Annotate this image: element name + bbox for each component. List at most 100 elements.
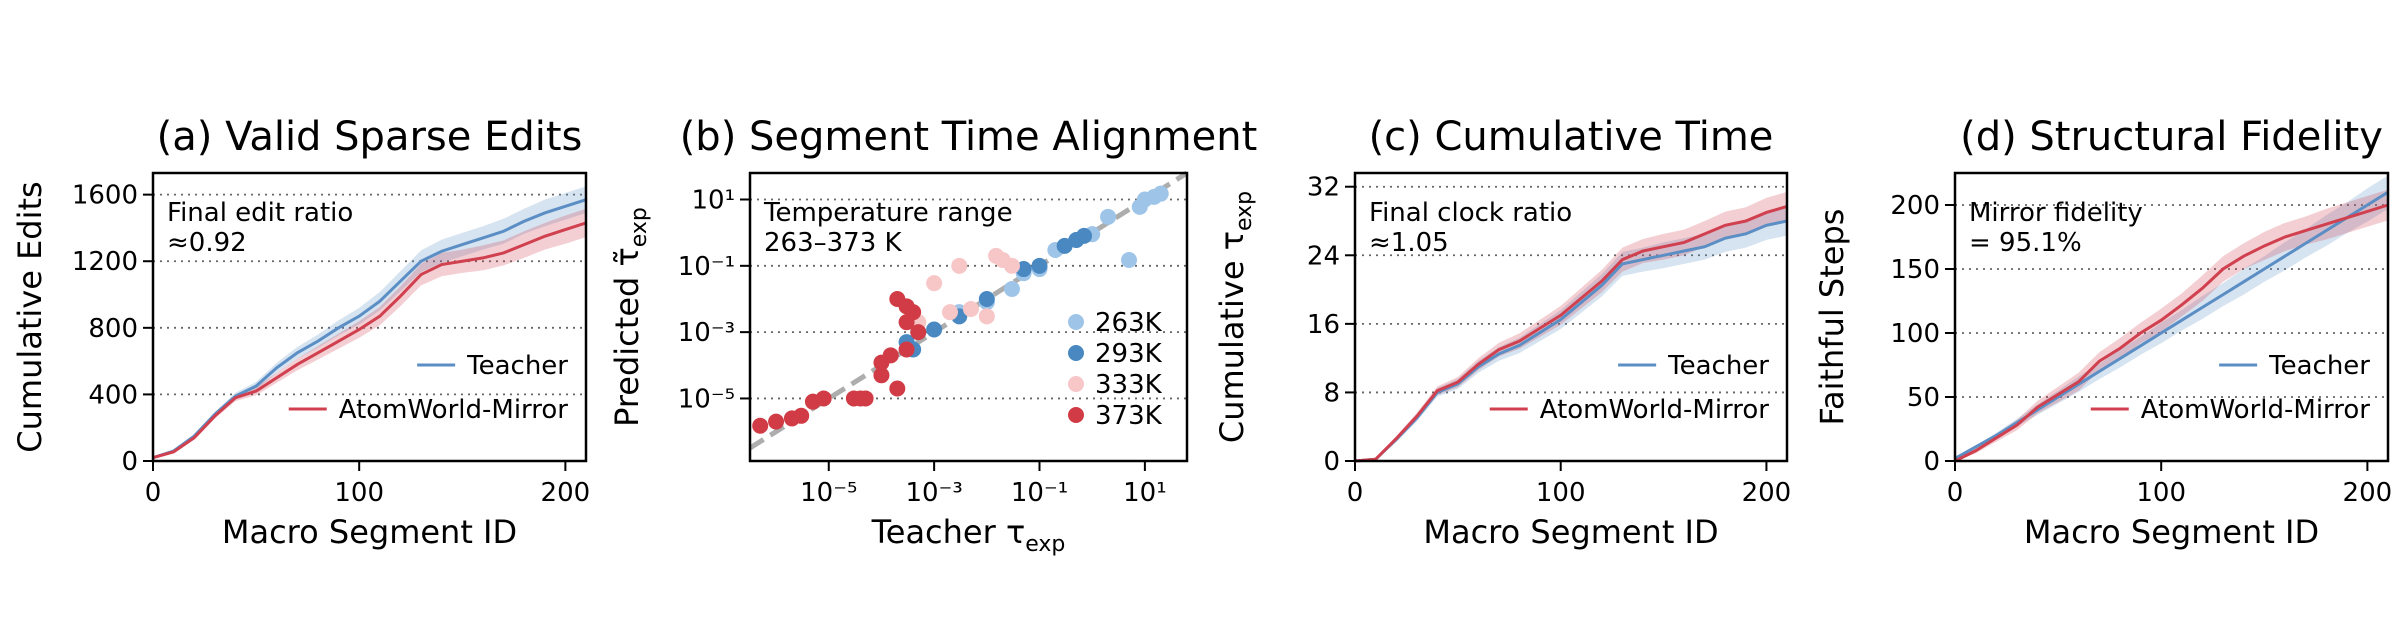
line (152, 221, 587, 460)
point (1152, 185, 1169, 202)
x-tick-label: 0 (145, 478, 162, 508)
y-tick-label: 24 (1307, 241, 1340, 271)
annotation: ≈0.92 (167, 228, 247, 258)
point (910, 324, 927, 341)
point (905, 304, 922, 321)
point (793, 407, 810, 424)
point (752, 417, 769, 434)
y-tick-label: 100 (1890, 319, 1940, 349)
y-tick-label: 800 (88, 314, 138, 344)
legend-label: 333K (1095, 370, 1163, 400)
chart-title: (c) Cumulative Time (1369, 114, 1774, 160)
y-tick-label: 10⁻⁵ (678, 384, 735, 414)
annotation: = 95.1% (1969, 228, 2082, 258)
y-axis-label-main: Cumulative τ (1213, 231, 1251, 443)
chart-title: (b) Segment Time Alignment (680, 114, 1258, 160)
line (1354, 204, 1788, 463)
y-axis-label-main: Predicted τ̃ (608, 247, 646, 427)
x-axis-label: Macro Segment ID (1423, 513, 1718, 551)
annotation: 263–373 K (764, 228, 903, 258)
chart-title: (a) Valid Sparse Edits (157, 114, 583, 160)
legend-marker (1068, 345, 1084, 361)
x-tick-label: 10⁻³ (906, 478, 963, 508)
y-tick-label: 16 (1307, 310, 1340, 340)
x-tick-label: 200 (541, 478, 591, 508)
point (1003, 257, 1020, 274)
point (873, 367, 890, 384)
x-tick-label: 0 (1347, 478, 1364, 508)
legend-label: AtomWorld-Mirror (1540, 395, 1770, 425)
point (951, 257, 968, 274)
legend-marker (1068, 314, 1084, 330)
y-axis-label: Faithful Steps (1813, 209, 1851, 426)
x-tick-label: 10⁻⁵ (800, 478, 857, 508)
legend-label: AtomWorld-Mirror (2141, 395, 2371, 425)
y-tick-label: 0 (121, 447, 138, 477)
axes-frame (748, 171, 1189, 463)
point (815, 390, 832, 407)
point (1031, 257, 1048, 274)
point (1003, 281, 1020, 298)
error-band (1355, 191, 1787, 461)
error-band (153, 208, 586, 458)
legend-marker (1068, 376, 1084, 392)
legend-label: Teacher (2268, 351, 2370, 381)
point (941, 304, 958, 321)
point (898, 341, 915, 358)
point (1121, 251, 1138, 268)
point (882, 347, 899, 364)
y-tick-label: 8 (1323, 378, 1340, 408)
x-tick-label: 0 (1947, 478, 1964, 508)
point (1100, 208, 1117, 225)
point (852, 390, 869, 407)
axes-frame (1953, 171, 2390, 463)
point (978, 308, 995, 325)
legend-label: Teacher (1667, 351, 1769, 381)
point (926, 275, 943, 292)
x-tick-label: 100 (1536, 478, 1586, 508)
legend-label: 373K (1095, 401, 1163, 431)
annotation: Temperature range (763, 198, 1013, 228)
x-axis-label-sub: exp (1025, 532, 1065, 557)
x-axis-label: Macro Segment ID (222, 513, 517, 551)
x-tick-label: 10¹ (1123, 478, 1167, 508)
y-tick-label: 1600 (72, 181, 138, 211)
x-tick-label: 100 (334, 478, 384, 508)
y-tick-label: 50 (1907, 383, 1940, 413)
point (889, 380, 906, 397)
y-tick-label: 400 (88, 380, 138, 410)
y-tick-label: 32 (1307, 173, 1340, 203)
annotation: Final edit ratio (167, 198, 353, 228)
annotation: ≈1.05 (1369, 228, 1449, 258)
point (978, 290, 995, 307)
x-axis-label: Macro Segment ID (2024, 513, 2319, 551)
point (962, 300, 979, 317)
y-tick-label: 1200 (72, 247, 138, 277)
line (1954, 203, 2389, 463)
legend-label: Teacher (466, 351, 568, 381)
x-tick-label: 10⁻¹ (1011, 478, 1068, 508)
y-axis-label: Predicted τ̃exp (608, 207, 652, 427)
legend-label: 293K (1095, 339, 1163, 369)
y-tick-label: 150 (1890, 255, 1940, 285)
y-axis-label: Cumulative Edits (11, 181, 49, 452)
legend-marker (1068, 407, 1084, 423)
chart-title: (d) Structural Fidelity (1960, 114, 2383, 160)
y-axis-label-sub: exp (627, 207, 652, 247)
y-tick-label: 10⁻³ (678, 318, 735, 348)
y-axis-label-sub: exp (1232, 191, 1257, 231)
legend-label: 263K (1095, 308, 1163, 338)
axes-frame (151, 171, 588, 463)
x-tick-label: 200 (2343, 478, 2393, 508)
axes-frame (1353, 171, 1789, 463)
point (1076, 227, 1093, 244)
y-tick-label: 10¹ (691, 186, 735, 216)
legend-label: AtomWorld-Mirror (339, 395, 569, 425)
x-tick-label: 200 (1742, 478, 1792, 508)
y-tick-label: 0 (1323, 447, 1340, 477)
y-tick-label: 0 (1923, 447, 1940, 477)
point (926, 321, 943, 338)
y-axis-label: Cumulative τexp (1213, 191, 1257, 443)
